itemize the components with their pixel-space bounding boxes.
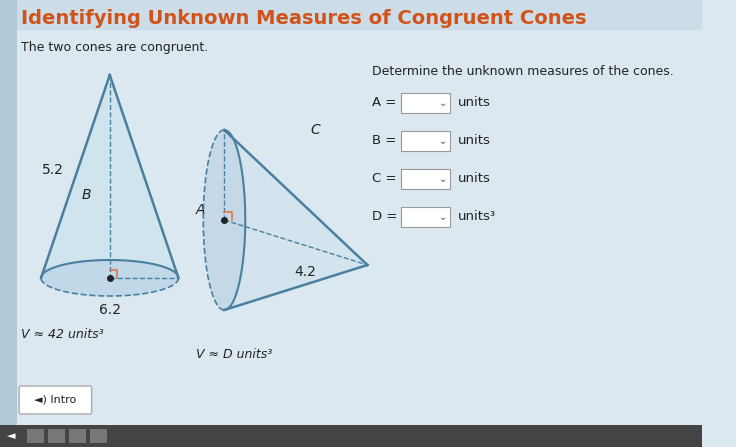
Bar [0,425,702,447]
Text: B =: B = [372,135,397,148]
FancyBboxPatch shape [401,131,450,151]
Text: ⌄: ⌄ [439,136,447,146]
FancyBboxPatch shape [19,386,91,414]
Text: 6.2: 6.2 [99,303,121,317]
Text: V ≈ D units³: V ≈ D units³ [196,349,272,362]
Text: ◄) Intro: ◄) Intro [35,395,77,405]
Ellipse shape [41,260,178,296]
Text: C =: C = [372,173,397,186]
Bar [0,0,702,30]
Bar [90,429,107,443]
Text: V ≈ 42 units³: V ≈ 42 units³ [21,329,104,342]
Text: units³: units³ [458,211,496,224]
Text: ⌄: ⌄ [439,212,447,222]
Polygon shape [224,130,367,310]
FancyBboxPatch shape [401,207,450,227]
FancyBboxPatch shape [401,93,450,113]
Text: 4.2: 4.2 [294,265,316,279]
Text: A: A [196,203,205,217]
Text: ◄: ◄ [7,431,15,441]
Text: 5.2: 5.2 [41,163,63,177]
Text: B: B [81,188,91,202]
Text: Determine the unknown measures of the cones.: Determine the unknown measures of the co… [372,65,674,78]
Text: units: units [458,173,491,186]
Text: The two cones are congruent.: The two cones are congruent. [21,42,208,55]
Text: Identifying Unknown Measures of Congruent Cones: Identifying Unknown Measures of Congruen… [21,8,587,28]
Text: A =: A = [372,97,397,110]
FancyBboxPatch shape [401,169,450,189]
Text: units: units [458,97,491,110]
Ellipse shape [203,130,245,310]
Polygon shape [41,75,178,278]
Text: C: C [310,123,320,137]
Bar [26,429,44,443]
Bar [0,0,17,447]
Text: ⌄: ⌄ [439,98,447,108]
Bar [68,429,86,443]
Text: ⌄: ⌄ [439,174,447,184]
Bar [48,429,65,443]
Text: units: units [458,135,491,148]
Text: D =: D = [372,211,397,224]
